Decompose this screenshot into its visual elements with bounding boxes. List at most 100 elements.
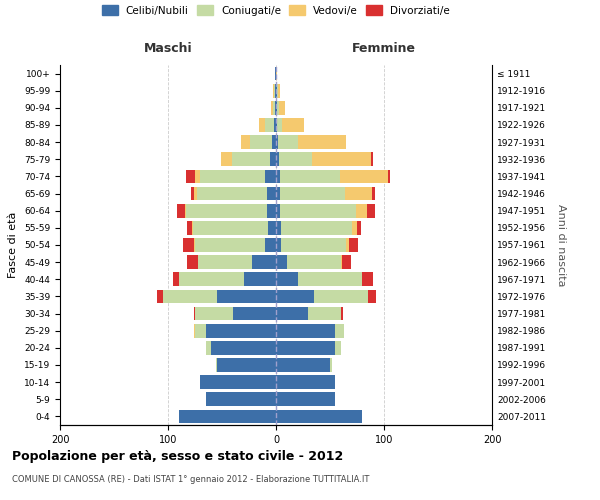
Bar bbox=[206, 392, 276, 406]
Bar bbox=[276, 376, 335, 389]
Bar bbox=[163, 290, 217, 304]
Bar bbox=[335, 341, 341, 354]
Bar bbox=[276, 324, 335, 338]
Bar bbox=[195, 170, 200, 183]
Bar bbox=[195, 306, 233, 320]
Bar bbox=[272, 136, 276, 149]
Bar bbox=[194, 306, 195, 320]
Bar bbox=[362, 272, 373, 286]
Bar bbox=[280, 204, 356, 218]
Bar bbox=[275, 101, 276, 114]
Bar bbox=[265, 238, 276, 252]
Bar bbox=[279, 101, 284, 114]
Bar bbox=[276, 118, 277, 132]
Bar bbox=[287, 256, 341, 269]
Bar bbox=[280, 186, 345, 200]
Text: COMUNE DI CANOSSA (RE) - Dati ISTAT 1° gennaio 2012 - Elaborazione TUTTITALIA.IT: COMUNE DI CANOSSA (RE) - Dati ISTAT 1° g… bbox=[12, 475, 370, 484]
Bar bbox=[346, 238, 349, 252]
Bar bbox=[367, 204, 376, 218]
Bar bbox=[157, 290, 163, 304]
Bar bbox=[276, 152, 279, 166]
Bar bbox=[179, 272, 244, 286]
Bar bbox=[341, 256, 342, 269]
Bar bbox=[281, 238, 346, 252]
Bar bbox=[276, 170, 280, 183]
Bar bbox=[187, 256, 198, 269]
Bar bbox=[277, 84, 278, 98]
Bar bbox=[176, 204, 185, 218]
Bar bbox=[273, 84, 274, 98]
Bar bbox=[342, 256, 350, 269]
Bar bbox=[198, 256, 252, 269]
Bar bbox=[311, 152, 371, 166]
Bar bbox=[278, 136, 298, 149]
Bar bbox=[276, 204, 280, 218]
Bar bbox=[194, 324, 195, 338]
Bar bbox=[278, 84, 280, 98]
Bar bbox=[265, 170, 276, 183]
Bar bbox=[217, 290, 276, 304]
Bar bbox=[277, 118, 283, 132]
Bar bbox=[276, 392, 335, 406]
Bar bbox=[276, 272, 298, 286]
Bar bbox=[211, 341, 276, 354]
Bar bbox=[341, 306, 343, 320]
Bar bbox=[252, 256, 276, 269]
Bar bbox=[349, 238, 358, 252]
Bar bbox=[200, 170, 265, 183]
Bar bbox=[276, 186, 280, 200]
Bar bbox=[194, 186, 197, 200]
Bar bbox=[276, 84, 277, 98]
Bar bbox=[173, 272, 179, 286]
Bar bbox=[276, 290, 314, 304]
Bar bbox=[185, 204, 187, 218]
Legend: Celibi/Nubili, Coniugati/e, Vedovi/e, Divorziati/e: Celibi/Nubili, Coniugati/e, Vedovi/e, Di… bbox=[102, 6, 450, 16]
Bar bbox=[274, 84, 275, 98]
Bar bbox=[340, 170, 388, 183]
Bar bbox=[197, 186, 268, 200]
Bar bbox=[308, 306, 341, 320]
Bar bbox=[221, 152, 232, 166]
Bar bbox=[193, 221, 268, 234]
Bar bbox=[276, 136, 278, 149]
Bar bbox=[265, 118, 274, 132]
Bar bbox=[274, 118, 276, 132]
Bar bbox=[215, 358, 217, 372]
Bar bbox=[268, 221, 276, 234]
Bar bbox=[250, 136, 272, 149]
Bar bbox=[357, 221, 361, 234]
Bar bbox=[206, 324, 276, 338]
Bar bbox=[352, 221, 357, 234]
Bar bbox=[276, 341, 335, 354]
Bar bbox=[335, 324, 344, 338]
Text: Popolazione per età, sesso e stato civile - 2012: Popolazione per età, sesso e stato civil… bbox=[12, 450, 343, 463]
Bar bbox=[275, 84, 276, 98]
Text: Maschi: Maschi bbox=[143, 42, 193, 54]
Bar bbox=[187, 170, 195, 183]
Bar bbox=[330, 358, 332, 372]
Bar bbox=[276, 221, 281, 234]
Bar bbox=[276, 256, 287, 269]
Bar bbox=[298, 136, 346, 149]
Bar bbox=[371, 152, 373, 166]
Bar bbox=[192, 221, 193, 234]
Bar bbox=[273, 101, 275, 114]
Bar bbox=[276, 358, 330, 372]
Bar bbox=[280, 170, 340, 183]
Bar bbox=[276, 238, 281, 252]
Bar bbox=[244, 272, 276, 286]
Bar bbox=[241, 136, 250, 149]
Bar bbox=[276, 66, 277, 80]
Bar bbox=[179, 410, 276, 424]
Bar bbox=[232, 152, 269, 166]
Bar bbox=[368, 290, 376, 304]
Bar bbox=[388, 170, 391, 183]
Bar bbox=[314, 290, 368, 304]
Bar bbox=[233, 306, 276, 320]
Bar bbox=[281, 221, 352, 234]
Bar bbox=[217, 358, 276, 372]
Bar bbox=[277, 101, 279, 114]
Bar bbox=[276, 410, 362, 424]
Bar bbox=[298, 272, 362, 286]
Bar bbox=[279, 152, 311, 166]
